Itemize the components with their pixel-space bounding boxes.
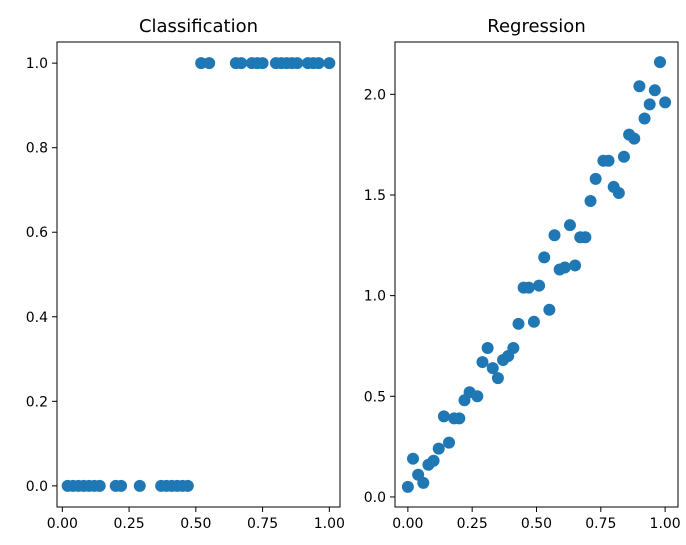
data-point-regression (486, 362, 499, 375)
data-point-regression (558, 261, 571, 274)
data-point-classification (312, 57, 325, 70)
x-tick-label-classification: 0.75 (247, 516, 278, 532)
y-tick-label-classification: 0.8 (26, 141, 48, 157)
data-point-regression (589, 172, 602, 185)
y-tick-label-classification: 1.0 (26, 56, 48, 72)
data-point-regression (579, 231, 592, 244)
data-point-classification (235, 57, 248, 70)
data-point-classification (115, 479, 128, 492)
data-point-regression (543, 303, 556, 316)
x-tick-label-regression: 1.00 (650, 516, 681, 532)
plot-frame-classification (56, 41, 341, 508)
data-point-regression (512, 317, 525, 330)
data-point-classification (133, 479, 146, 492)
y-tick-label-classification: 0.6 (26, 225, 48, 241)
data-point-regression (653, 56, 666, 69)
x-tick-label-regression: 0.75 (585, 516, 616, 532)
data-point-regression (427, 454, 440, 467)
data-point-classification (181, 479, 194, 492)
data-point-regression (563, 219, 576, 232)
data-point-regression (628, 132, 641, 145)
data-point-regression (612, 186, 625, 199)
plot-frame-regression (394, 41, 679, 508)
data-point-classification (256, 57, 269, 70)
y-tick-label-regression: 2.0 (364, 87, 386, 103)
axis-ticks-regression: 0.00 0.25 0.50 0.75 1.00 0.0 0.5 1.0 1.5 2.0 (364, 87, 681, 532)
data-point-regression (407, 452, 420, 465)
data-point-regression (648, 84, 661, 97)
data-point-regression (491, 372, 504, 385)
data-point-regression (638, 112, 651, 125)
axis-ticks-classification: 0.00 0.25 0.50 0.75 1.00 0.0 0.2 0.4 0.6 0.8 1.0 (26, 56, 345, 532)
data-point-regression (533, 279, 546, 292)
data-point-classification (291, 57, 304, 70)
data-point-classification (323, 57, 336, 70)
y-tick-label-regression: 0.5 (364, 389, 386, 405)
chart-title-classification: Classification (139, 16, 258, 37)
chart-title-regression: Regression (487, 16, 585, 37)
data-point-regression (522, 281, 535, 294)
y-tick-label-classification: 0.0 (26, 479, 48, 495)
data-point-regression (659, 96, 672, 109)
data-point-regression (602, 154, 615, 167)
data-point-regression (401, 480, 414, 493)
data-point-regression (437, 410, 450, 423)
y-tick-label-regression: 1.5 (364, 188, 386, 204)
data-point-regression (417, 476, 430, 489)
x-tick-label-regression: 0.50 (521, 516, 552, 532)
x-tick-label-regression: 0.25 (457, 516, 488, 532)
data-point-regression (443, 436, 456, 449)
data-point-classification (203, 57, 216, 70)
data-point-classification (93, 479, 106, 492)
data-points-classification (61, 57, 336, 492)
data-point-regression (471, 390, 484, 403)
y-tick-label-regression: 1.0 (364, 289, 386, 305)
x-tick-label-classification: 1.00 (314, 516, 345, 532)
data-point-regression (633, 80, 646, 93)
data-point-regression (481, 341, 494, 354)
data-point-regression (569, 259, 582, 272)
regression-panel: Regression 0.00 0.25 0.50 0.75 1.00 0.0 0.5 1.0… (364, 16, 681, 532)
data-point-regression (507, 341, 520, 354)
data-points-regression (401, 56, 672, 493)
y-tick-label-classification: 0.4 (26, 310, 48, 326)
data-point-regression (548, 229, 561, 242)
data-point-regression (584, 195, 597, 208)
x-tick-label-classification: 0.50 (180, 516, 211, 532)
data-point-regression (453, 412, 466, 425)
x-tick-label-classification: 0.25 (113, 516, 144, 532)
data-point-regression (643, 98, 656, 111)
classification-panel: Classification 0.00 0.25 0.50 0.75 1.000.00.… (26, 16, 345, 532)
data-point-regression (538, 251, 551, 264)
y-tick-label-regression: 0.0 (364, 490, 386, 506)
x-tick-label-classification: 0.00 (47, 516, 78, 532)
data-point-regression (432, 442, 445, 455)
x-tick-label-regression: 0.00 (392, 516, 423, 532)
data-point-regression (476, 356, 489, 369)
data-point-regression (617, 150, 630, 163)
data-point-regression (527, 315, 540, 328)
y-tick-label-classification: 0.2 (26, 394, 48, 410)
